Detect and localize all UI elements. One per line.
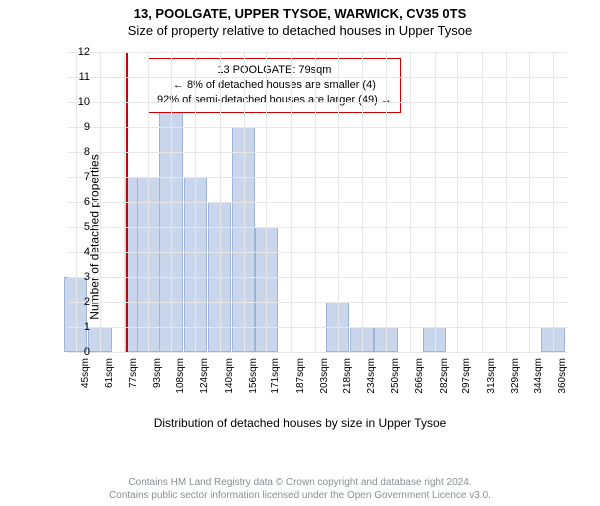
gridline-v (266, 52, 267, 352)
gridline-v (100, 52, 101, 352)
x-tick-label: 313sqm (486, 358, 497, 394)
gridline-v (410, 52, 411, 352)
gridline-v (435, 52, 436, 352)
gridline-v (76, 52, 77, 352)
plot-area: 13 POOLGATE: 79sqm ← 8% of detached hous… (68, 52, 568, 352)
y-tick-label: 8 (70, 146, 90, 158)
chart-title-description: Size of property relative to detached ho… (0, 23, 600, 38)
gridline-v (171, 52, 172, 352)
footer: Contains HM Land Registry data © Crown c… (0, 476, 600, 502)
gridline-v (482, 52, 483, 352)
gridline-h (68, 302, 568, 303)
y-tick-label: 6 (70, 196, 90, 208)
gridline-v (338, 52, 339, 352)
x-tick-label: 360sqm (557, 358, 568, 394)
y-tick-label: 9 (70, 121, 90, 133)
y-tick-label: 5 (70, 221, 90, 233)
x-tick-label: 203sqm (319, 358, 330, 394)
gridline-h (68, 352, 568, 353)
footer-line2: Contains public sector information licen… (0, 489, 600, 502)
gridline-v (195, 52, 196, 352)
gridline-h (68, 277, 568, 278)
gridline-h (68, 202, 568, 203)
gridline-h (68, 152, 568, 153)
y-tick-label: 4 (70, 246, 90, 258)
gridline-h (68, 252, 568, 253)
gridline-h (68, 127, 568, 128)
annotation-line3: 92% of semi-detached houses are larger (… (157, 93, 392, 108)
x-tick-label: 344sqm (533, 358, 544, 394)
x-tick-label: 61sqm (104, 358, 115, 388)
x-tick-label: 187sqm (295, 358, 306, 394)
footer-line1: Contains HM Land Registry data © Crown c… (0, 476, 600, 489)
gridline-v (244, 52, 245, 352)
gridline-v (553, 52, 554, 352)
gridline-v (362, 52, 363, 352)
y-tick-label: 3 (70, 271, 90, 283)
x-tick-label: 266sqm (414, 358, 425, 394)
gridline-h (68, 52, 568, 53)
annotation-line1: 13 POOLGATE: 79sqm (157, 63, 392, 78)
gridline-v (291, 52, 292, 352)
x-ticks: 45sqm 61sqm 77sqm 93sqm 108sqm 124sqm 140sqm 15… (68, 354, 568, 414)
x-tick-label: 45sqm (80, 358, 91, 388)
x-tick-label: 108sqm (175, 358, 186, 394)
gridline-v (386, 52, 387, 352)
x-axis-label: Distribution of detached houses by size … (0, 416, 600, 430)
gridline-h (68, 177, 568, 178)
gridline-h (68, 327, 568, 328)
gridline-v (506, 52, 507, 352)
x-tick-label: 171sqm (270, 358, 281, 394)
gridline-v (148, 52, 149, 352)
annotation-line2: ← 8% of detached houses are smaller (4) (157, 78, 392, 93)
gridline-h (68, 102, 568, 103)
gridline-h (68, 227, 568, 228)
chart-container: Number of detached properties 13 POOLGAT… (40, 52, 580, 422)
gridline-v (529, 52, 530, 352)
x-tick-label: 124sqm (199, 358, 210, 394)
x-tick-label: 140sqm (224, 358, 235, 394)
x-tick-label: 282sqm (439, 358, 450, 394)
gridline-v (457, 52, 458, 352)
gridline-v (315, 52, 316, 352)
y-tick-label: 10 (70, 96, 90, 108)
y-tick-label: 7 (70, 171, 90, 183)
x-tick-label: 218sqm (342, 358, 353, 394)
gridline-v (124, 52, 125, 352)
x-tick-label: 77sqm (128, 358, 139, 388)
chart-title-address: 13, POOLGATE, UPPER TYSOE, WARWICK, CV35… (0, 6, 600, 21)
x-tick-label: 156sqm (248, 358, 259, 394)
x-tick-label: 329sqm (510, 358, 521, 394)
gridline-h (68, 77, 568, 78)
y-tick-label: 1 (70, 321, 90, 333)
x-tick-label: 234sqm (366, 358, 377, 394)
y-tick-label: 12 (70, 46, 90, 58)
x-tick-label: 93sqm (152, 358, 163, 388)
x-tick-label: 250sqm (390, 358, 401, 394)
y-tick-label: 2 (70, 296, 90, 308)
y-tick-label: 11 (70, 71, 90, 83)
gridline-v (220, 52, 221, 352)
x-tick-label: 297sqm (461, 358, 472, 394)
